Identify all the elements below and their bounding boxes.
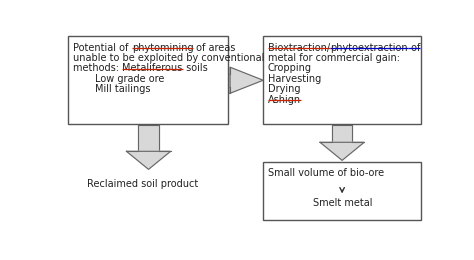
Polygon shape <box>228 74 230 87</box>
Polygon shape <box>138 125 159 151</box>
Bar <box>263 162 421 220</box>
Text: Bioxtraction/: Bioxtraction/ <box>268 43 330 53</box>
Text: of: of <box>408 43 420 53</box>
Polygon shape <box>332 125 352 142</box>
Text: Mill tailings: Mill tailings <box>95 84 151 94</box>
Polygon shape <box>127 151 171 169</box>
Text: soils: soils <box>182 63 207 73</box>
Polygon shape <box>230 67 263 93</box>
Bar <box>68 36 228 124</box>
Bar <box>263 36 421 124</box>
Text: Reclaimed soil product: Reclaimed soil product <box>87 179 198 189</box>
Text: Drying: Drying <box>268 84 301 94</box>
Polygon shape <box>320 142 364 160</box>
Text: Smelt metal: Smelt metal <box>313 198 372 208</box>
Text: unable to be exploited by conventional: unable to be exploited by conventional <box>73 53 264 63</box>
Text: methods:: methods: <box>73 63 122 73</box>
Text: of areas: of areas <box>193 43 236 53</box>
Text: Cropping: Cropping <box>268 63 312 73</box>
Text: phytomining: phytomining <box>132 43 193 53</box>
Text: Ashign: Ashign <box>268 95 301 105</box>
Text: Potential of: Potential of <box>73 43 132 53</box>
Text: Small volume of bio-ore: Small volume of bio-ore <box>268 168 384 178</box>
Text: phytoextraction: phytoextraction <box>330 43 408 53</box>
Text: metal for commercial gain:: metal for commercial gain: <box>268 53 400 63</box>
Text: Low grade ore: Low grade ore <box>95 74 164 84</box>
Text: Metaliferous: Metaliferous <box>122 63 182 73</box>
Text: Harvesting: Harvesting <box>268 74 321 84</box>
